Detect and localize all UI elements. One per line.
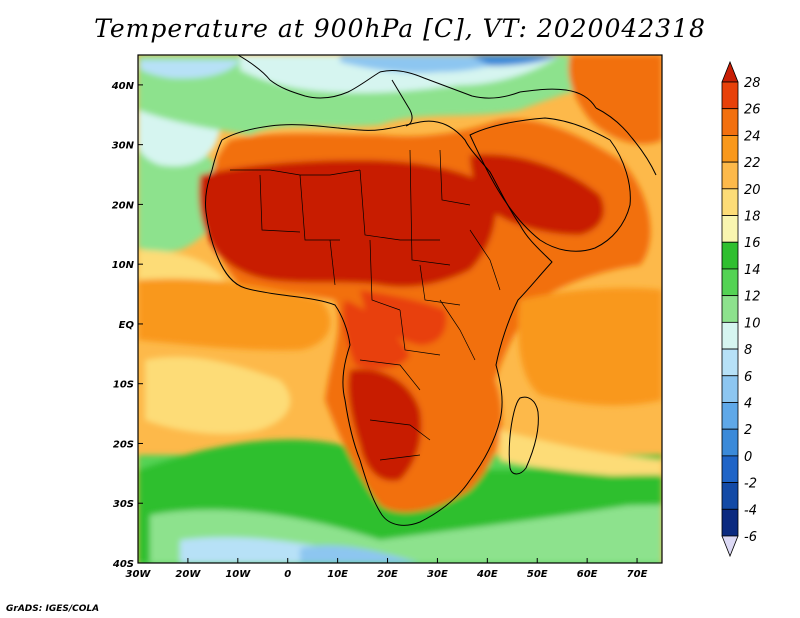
country-borders — [230, 149, 501, 461]
colorbar-swatch — [721, 402, 739, 430]
lat-tick-label: 40S — [112, 559, 134, 570]
lon-tick-label: 30W — [126, 569, 152, 580]
lon-tick-label: 30E — [427, 569, 448, 580]
colorbar-swatch — [721, 455, 739, 483]
colorbar-swatch — [721, 241, 739, 270]
colorbar-bottom-arrow — [721, 535, 739, 558]
colorbar-label: 26 — [744, 103, 761, 118]
lon-tick-label: 60E — [577, 569, 598, 580]
lon-tick-label: 0 — [284, 569, 291, 580]
colorbar-label: 28 — [744, 76, 761, 91]
axis-ticks: 30W 20W 10W 0 10E 20E 30E 40E 50E 60E 70E 40N 30N 20N… — [111, 81, 648, 580]
colorbar-swatch — [721, 161, 739, 190]
lon-tick-label: 10W — [225, 569, 251, 580]
colorbar-swatch — [721, 508, 739, 537]
colorbar-label: 2 — [744, 423, 752, 438]
lon-tick-label: 70E — [627, 569, 648, 580]
colorbar-swatch — [721, 482, 739, 510]
lon-tick-label: 40E — [476, 569, 498, 580]
colorbar-swatch — [721, 135, 739, 163]
temperature-field — [138, 55, 662, 563]
colorbar-top-arrow — [721, 60, 739, 83]
colorbar-swatch — [721, 188, 739, 216]
colorbar-label: 20 — [744, 183, 761, 198]
lat-tick-label: 10S — [113, 380, 134, 391]
colorbar-label: -4 — [744, 503, 757, 518]
colorbar-label: -6 — [744, 530, 757, 545]
lat-tick-label: 30S — [113, 499, 134, 510]
colorbar-label: 12 — [744, 290, 761, 305]
chart-title: Temperature at 900hPa [C], VT: 202004231… — [94, 14, 706, 43]
colorbar-swatch — [721, 295, 739, 323]
lon-tick-label: 20W — [175, 569, 201, 580]
colorbar-swatch — [721, 375, 739, 403]
colorbar-label: 10 — [744, 316, 761, 331]
plot-frame — [137, 54, 663, 564]
colorbar-label: 6 — [744, 370, 752, 385]
lat-tick-label: 10N — [112, 260, 135, 271]
colorbar-label: 24 — [744, 129, 761, 144]
colorbar-swatch — [721, 81, 739, 110]
lat-tick-label: EQ — [119, 320, 135, 331]
lat-tick-label: 30N — [112, 141, 135, 152]
colorbar-swatch — [721, 108, 739, 136]
colorbar-swatch — [721, 268, 739, 297]
colorbar-label: 22 — [744, 156, 761, 171]
colorbar-swatch — [721, 321, 739, 350]
lat-tick-label: 20N — [112, 200, 135, 211]
colorbar-label: 0 — [744, 450, 752, 465]
colorbar-label: 14 — [744, 263, 761, 278]
lat-tick-label: 40N — [111, 81, 135, 92]
colorbar-label: 8 — [744, 343, 752, 358]
colorbar-swatch — [721, 428, 739, 457]
colorbar-label: -2 — [744, 477, 757, 492]
lon-tick-label: 20E — [377, 569, 398, 580]
colorbar-swatch — [721, 215, 739, 243]
colorbar-swatch — [721, 348, 739, 377]
colorbar-label: 18 — [744, 210, 761, 225]
lat-tick-label: 20S — [113, 439, 134, 450]
lon-tick-label: 50E — [527, 569, 548, 580]
coastlines — [205, 55, 657, 526]
grads-credit: GrADS: IGES/COLA — [6, 604, 100, 614]
colorbar-label: 4 — [744, 396, 752, 411]
lon-tick-label: 10E — [327, 569, 348, 580]
colorbar-label: 16 — [744, 236, 761, 251]
